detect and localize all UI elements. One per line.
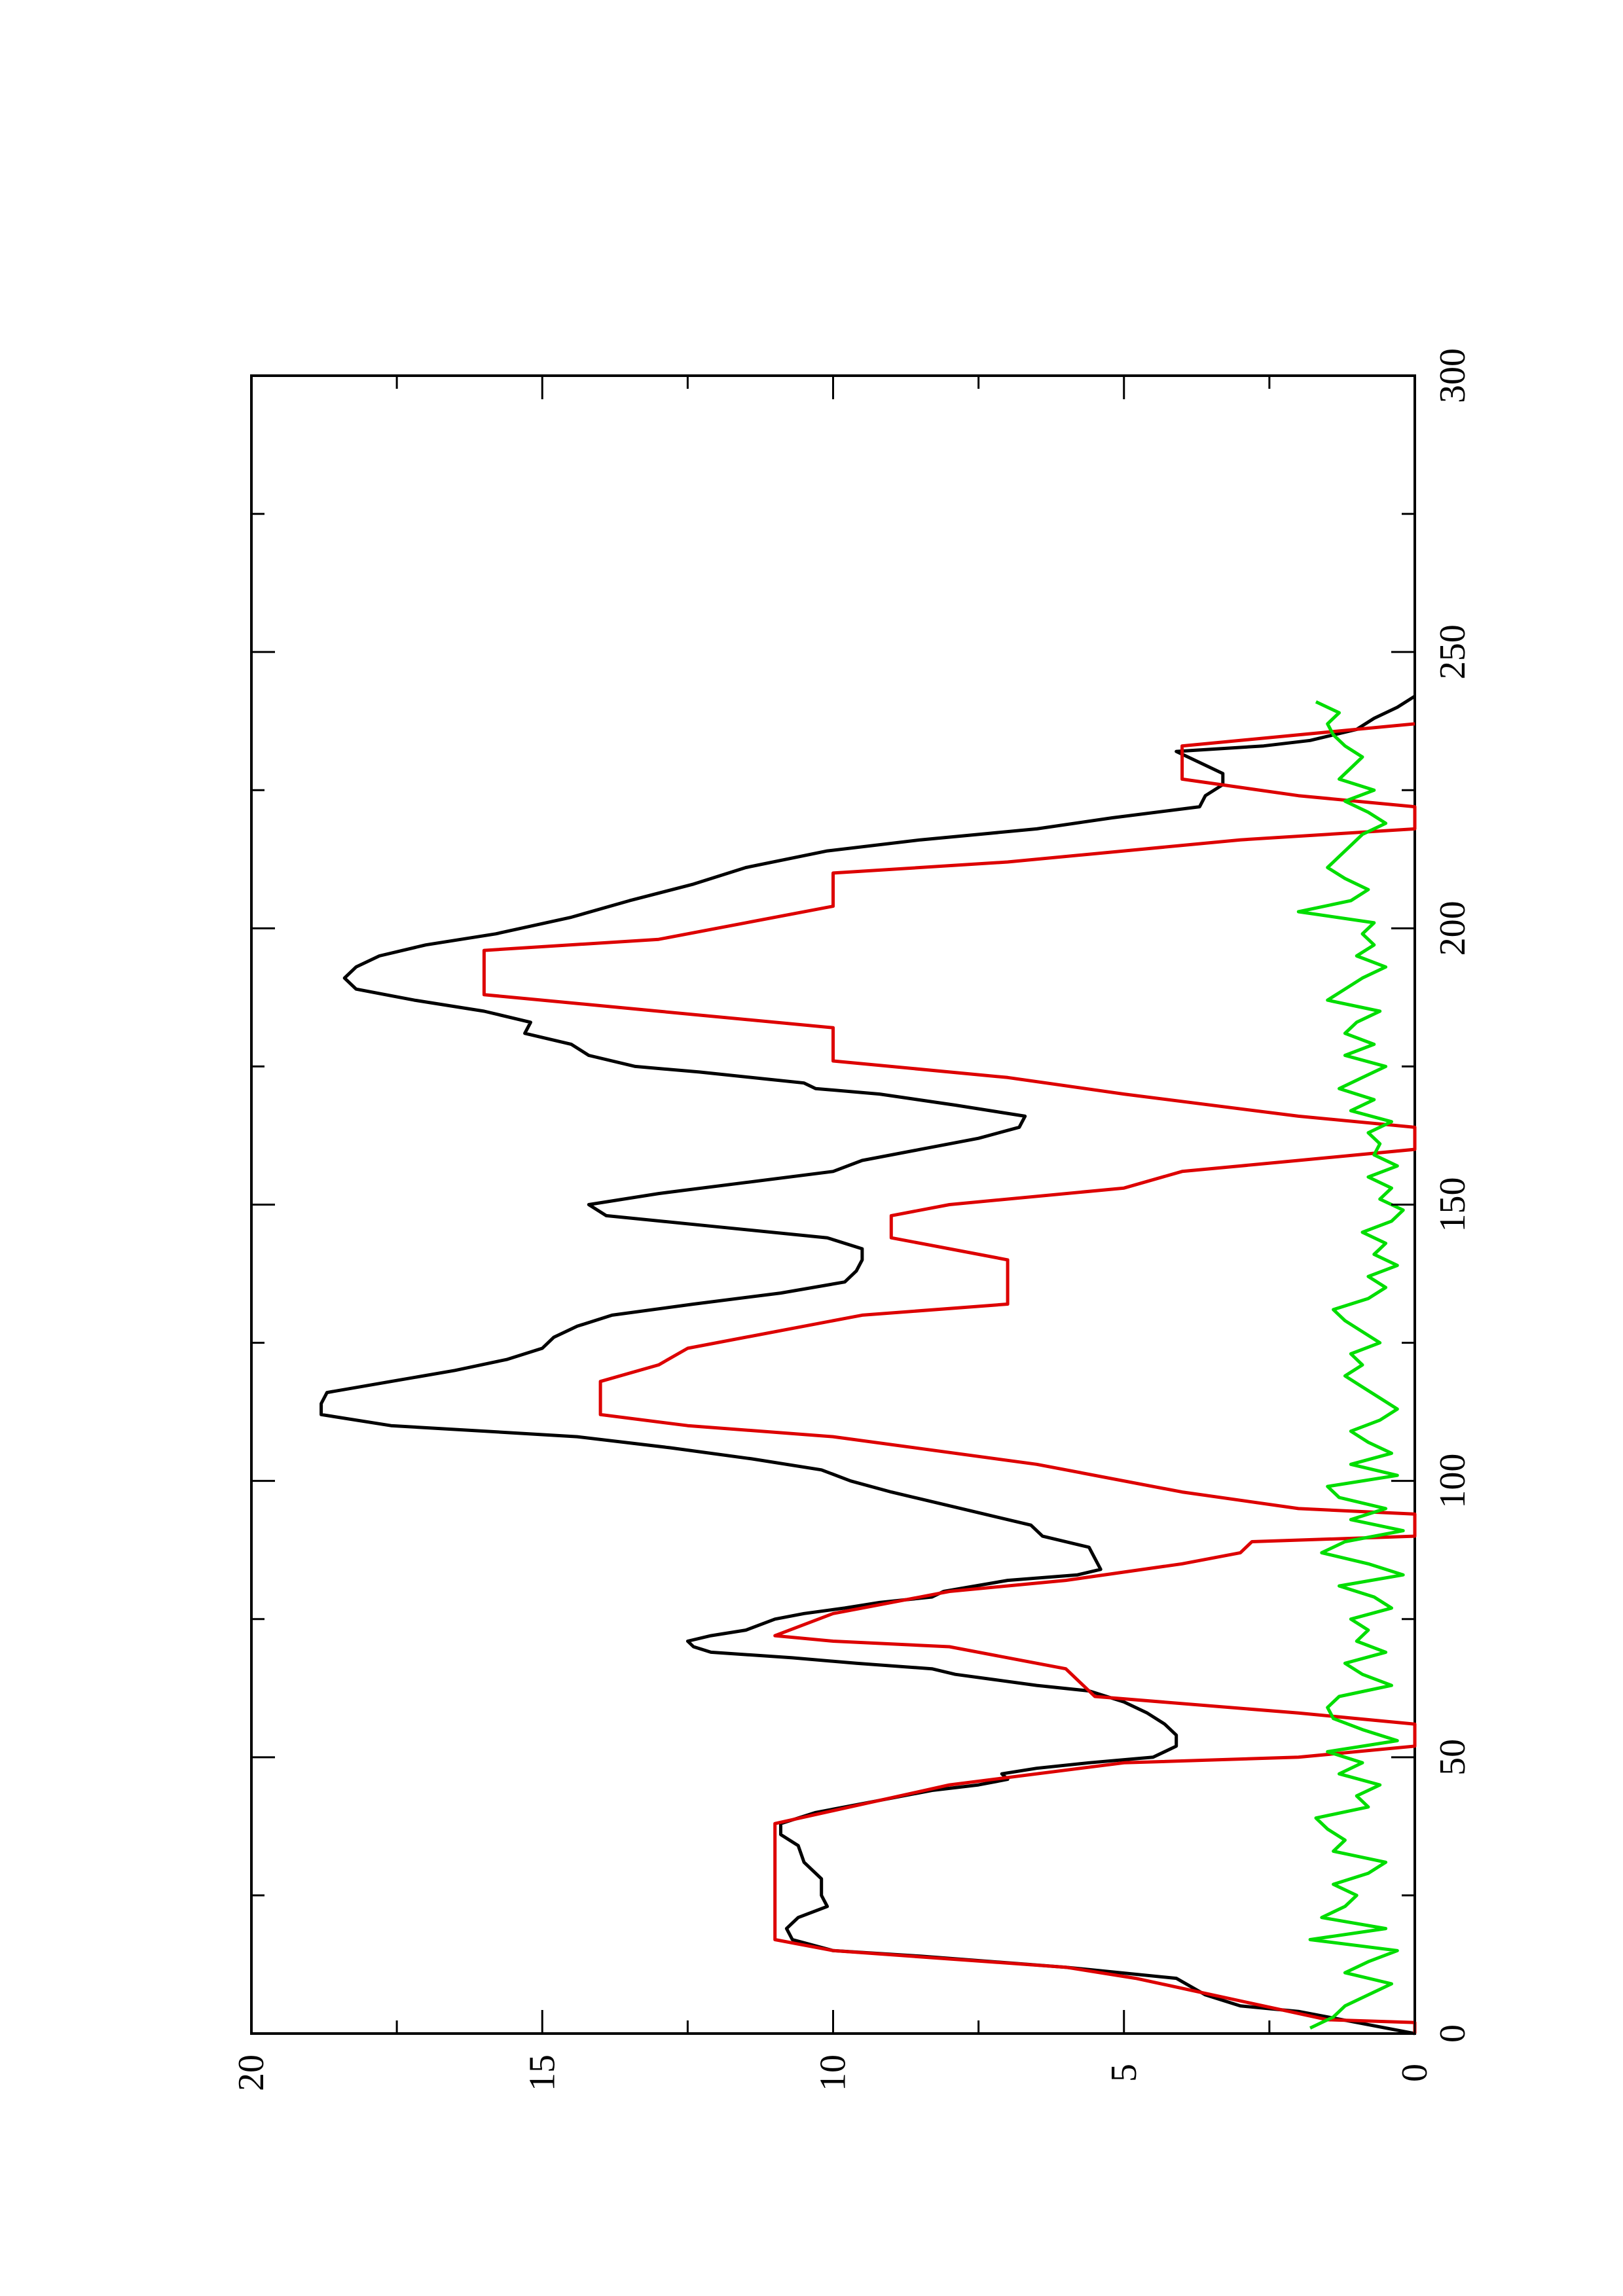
series-line-3 bbox=[1296, 700, 1405, 2030]
x-tick-label: 200 bbox=[1432, 901, 1473, 956]
x-tick-label: 100 bbox=[1432, 1454, 1473, 1509]
y-tick-label: 10 bbox=[813, 2054, 854, 2091]
y-tick-label: 15 bbox=[522, 2054, 562, 2091]
tick-layer: 0 50 100 150 200 250 300 0 5 10 15 20 bbox=[231, 348, 1473, 2091]
x-tick-label: 50 bbox=[1432, 1739, 1473, 1776]
series-layer bbox=[319, 694, 1417, 2036]
x-tick-label: 300 bbox=[1432, 348, 1473, 403]
y-tick-label: 0 bbox=[1395, 2064, 1435, 2082]
series-line-2 bbox=[482, 722, 1417, 2034]
plot-frame bbox=[250, 374, 1416, 2035]
x-tick-label: 0 bbox=[1432, 2024, 1473, 2043]
series-line-1 bbox=[319, 694, 1416, 2036]
x-tick-label: 150 bbox=[1432, 1177, 1473, 1232]
y-tick-label: 20 bbox=[231, 2054, 272, 2091]
x-tick-label: 250 bbox=[1432, 624, 1473, 679]
y-tick-label: 5 bbox=[1104, 2064, 1144, 2082]
